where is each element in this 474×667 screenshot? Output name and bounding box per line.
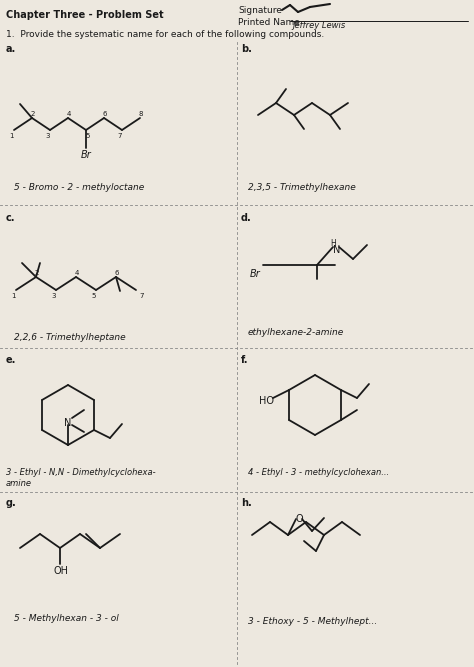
Text: 3 - Ethoxy - 5 - Methylhept...: 3 - Ethoxy - 5 - Methylhept... [248, 617, 377, 626]
Text: h.: h. [241, 498, 252, 508]
Text: 4: 4 [75, 270, 79, 276]
Text: H: H [330, 239, 336, 248]
Text: 3: 3 [45, 133, 49, 139]
Text: 1: 1 [9, 133, 13, 139]
Text: 7: 7 [117, 133, 121, 139]
Text: Jeffrey Lewis: Jeffrey Lewis [292, 21, 345, 30]
Text: b.: b. [241, 44, 252, 54]
Text: Signature: Signature [238, 6, 282, 15]
Text: f.: f. [241, 355, 248, 365]
Text: N: N [333, 245, 340, 255]
Text: 5: 5 [85, 133, 90, 139]
Text: 5 - Bromo - 2 - methyloctane: 5 - Bromo - 2 - methyloctane [14, 183, 144, 192]
Text: 5: 5 [91, 293, 95, 299]
Text: 4: 4 [67, 111, 72, 117]
Text: 8: 8 [139, 111, 144, 117]
Text: 7: 7 [139, 293, 144, 299]
Text: a.: a. [6, 44, 16, 54]
Text: 2: 2 [31, 111, 36, 117]
Text: O: O [296, 514, 304, 524]
Text: 2,2,6 - Trimethylheptane: 2,2,6 - Trimethylheptane [14, 333, 126, 342]
Text: 6: 6 [115, 270, 119, 276]
Text: 2: 2 [35, 270, 39, 276]
Text: d.: d. [241, 213, 252, 223]
Text: 2,3,5 - Trimethylhexane: 2,3,5 - Trimethylhexane [248, 183, 356, 192]
Text: OH: OH [54, 566, 69, 576]
Text: HO: HO [259, 396, 274, 406]
Text: Printed Name: Printed Name [238, 18, 300, 27]
Text: c.: c. [6, 213, 16, 223]
Text: e.: e. [6, 355, 17, 365]
Text: Br: Br [81, 150, 92, 160]
Text: 6: 6 [103, 111, 108, 117]
Text: amine: amine [6, 479, 32, 488]
Text: 1.  Provide the systematic name for each of the following compounds.: 1. Provide the systematic name for each … [6, 30, 324, 39]
Text: ethylhexane-2-amine: ethylhexane-2-amine [248, 328, 344, 337]
Text: Chapter Three - Problem Set: Chapter Three - Problem Set [6, 10, 164, 20]
Text: 3 - Ethyl - N,N - Dimethylcyclohexa-: 3 - Ethyl - N,N - Dimethylcyclohexa- [6, 468, 155, 477]
Text: Br: Br [250, 269, 261, 279]
Text: N: N [64, 418, 72, 428]
Text: g.: g. [6, 498, 17, 508]
Text: 4 - Ethyl - 3 - methylcyclohexan...: 4 - Ethyl - 3 - methylcyclohexan... [248, 468, 389, 477]
Text: 3: 3 [51, 293, 55, 299]
Text: 1: 1 [11, 293, 16, 299]
Text: 5 - Methylhexan - 3 - ol: 5 - Methylhexan - 3 - ol [14, 614, 119, 623]
